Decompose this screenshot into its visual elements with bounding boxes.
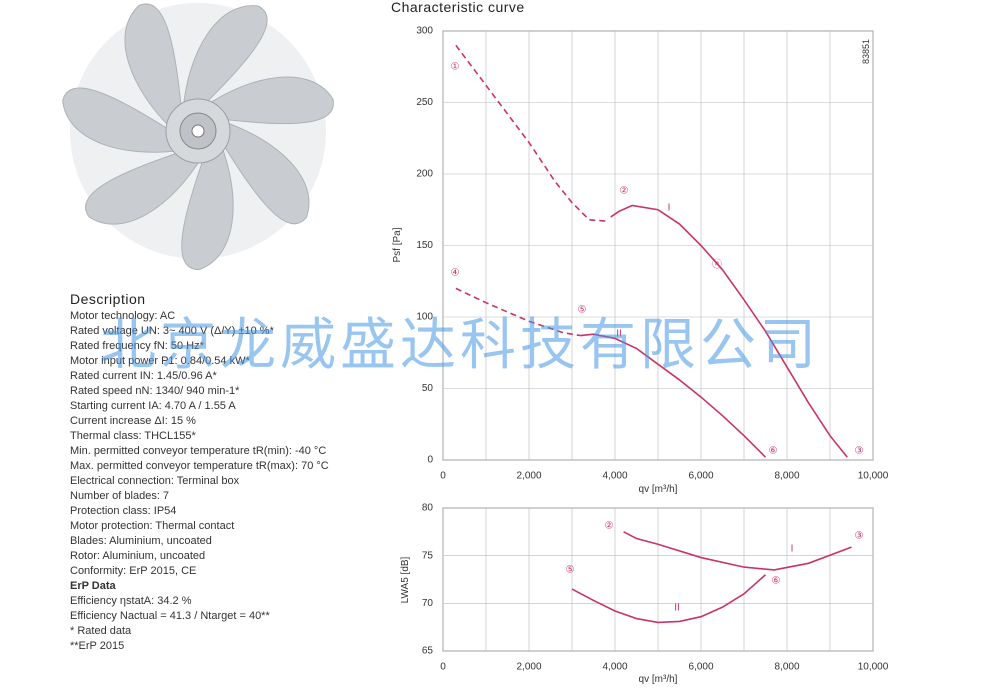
x-tick-label: 2,000 xyxy=(516,471,541,482)
description-line: Thermal class: THCL155* xyxy=(70,430,196,442)
chart-title: Characteristic curve xyxy=(391,0,525,15)
description-line: Min. permitted conveyor temperature tR(m… xyxy=(70,445,327,457)
description-line: Rotor: Aluminium, uncoated xyxy=(70,550,206,562)
y-tick-label: 75 xyxy=(422,550,434,561)
description-line: Blades: Aluminium, uncoated xyxy=(70,535,212,547)
x-tick-label: 6,000 xyxy=(688,471,713,482)
x-tick-label: 2,000 xyxy=(516,662,541,673)
x-tick-label: 6,000 xyxy=(688,662,713,673)
x-tick-label: 8,000 xyxy=(774,471,799,482)
x-tick-label: 0 xyxy=(440,471,446,482)
series-line xyxy=(623,531,852,571)
description-line: Conformity: ErP 2015, CE xyxy=(70,565,197,577)
description-line: Motor input power P1: 0.84/0.54 kW* xyxy=(70,355,250,367)
x-tick-label: 8,000 xyxy=(774,662,799,673)
description-line: Rated current IN: 1.45/0.96 A* xyxy=(70,370,217,382)
description-line: Rated speed nN: 1340/ 940 min-1* xyxy=(70,385,240,397)
x-tick-label: 4,000 xyxy=(602,471,627,482)
description-line: Efficiency Nactual = 41.3 / Ntarget = 40… xyxy=(70,610,270,622)
description-line: **ErP 2015 xyxy=(70,640,125,652)
chart-code: 83851 xyxy=(861,39,871,64)
description-line: Rated voltage UN: 3~ 400 V (Δ/Y) ±10 %* xyxy=(70,325,274,337)
curve-annotation: I xyxy=(668,203,671,214)
y-tick-label: 100 xyxy=(416,312,433,323)
x-axis-label: qv [m³/h] xyxy=(639,484,678,495)
y-tick-label: 50 xyxy=(422,383,434,394)
description-line: Efficiency ηstatA: 34.2 % xyxy=(70,595,192,607)
description-line: Number of blades: 7 xyxy=(70,490,170,502)
curve-annotation: ① xyxy=(451,62,460,73)
series-line xyxy=(455,287,581,337)
curve-annotation: ② xyxy=(620,186,629,197)
y-axis-label: Psf [Pa] xyxy=(392,227,403,262)
y-tick-label: 65 xyxy=(422,646,434,657)
description: Description Motor technology: AC Rated vo… xyxy=(70,292,329,654)
y-tick-label: 250 xyxy=(416,97,433,108)
series-line xyxy=(571,574,767,624)
curve-annotation: ⑥ xyxy=(772,576,781,587)
x-tick-label: 4,000 xyxy=(602,662,627,673)
curve-annotation: II xyxy=(674,603,680,614)
description-line: Motor protection: Thermal contact xyxy=(70,520,235,532)
y-axis-label: LWA5 [dB] xyxy=(400,556,411,603)
x-tick-label: 10,000 xyxy=(858,471,889,482)
description-line: * Rated data xyxy=(70,625,132,637)
x-tick-label: 0 xyxy=(440,662,446,673)
series-line xyxy=(610,204,848,458)
curve-annotation: II xyxy=(616,329,622,340)
curve-annotation: ④ xyxy=(451,268,460,279)
series-line xyxy=(455,44,607,222)
y-tick-label: 0 xyxy=(427,455,433,466)
x-axis-label: qv [m³/h] xyxy=(639,674,678,685)
fan-image xyxy=(62,3,334,271)
y-tick-label: 300 xyxy=(416,26,433,37)
watermark: 北京龙威盛达科技有限公司 xyxy=(100,313,820,378)
description-line: ErP Data xyxy=(70,580,116,592)
x-tick-label: 10,000 xyxy=(858,662,889,673)
description-line: Rated frequency fN: 50 Hz* xyxy=(70,340,204,352)
curve-annotation: ⑤ xyxy=(566,565,575,576)
curve-annotation: ⑥ xyxy=(769,446,778,457)
curve-annotation: ③ xyxy=(855,446,864,457)
description-line: Electrical connection: Terminal box xyxy=(70,475,240,487)
description-line: Current increase ΔI: 15 % xyxy=(70,415,196,427)
description-title: Description xyxy=(70,291,146,307)
curve-annotation: ② xyxy=(605,521,614,532)
description-line: Protection class: IP54 xyxy=(70,505,177,517)
curve-annotation: ⑤ xyxy=(578,305,587,316)
y-tick-label: 150 xyxy=(416,240,433,251)
curve-annotation: ⓝ xyxy=(712,259,722,271)
y-tick-label: 200 xyxy=(416,169,433,180)
description-line: Starting current IA: 4.70 A / 1.55 A xyxy=(70,400,236,412)
description-line: Motor technology: AC xyxy=(70,310,176,322)
curve-annotation: I xyxy=(791,544,794,555)
curve-annotation: ③ xyxy=(855,531,864,542)
series-line xyxy=(580,333,767,458)
y-tick-label: 80 xyxy=(422,503,434,514)
description-line: Max. permitted conveyor temperature tR(m… xyxy=(70,460,329,472)
y-tick-label: 70 xyxy=(422,598,434,609)
